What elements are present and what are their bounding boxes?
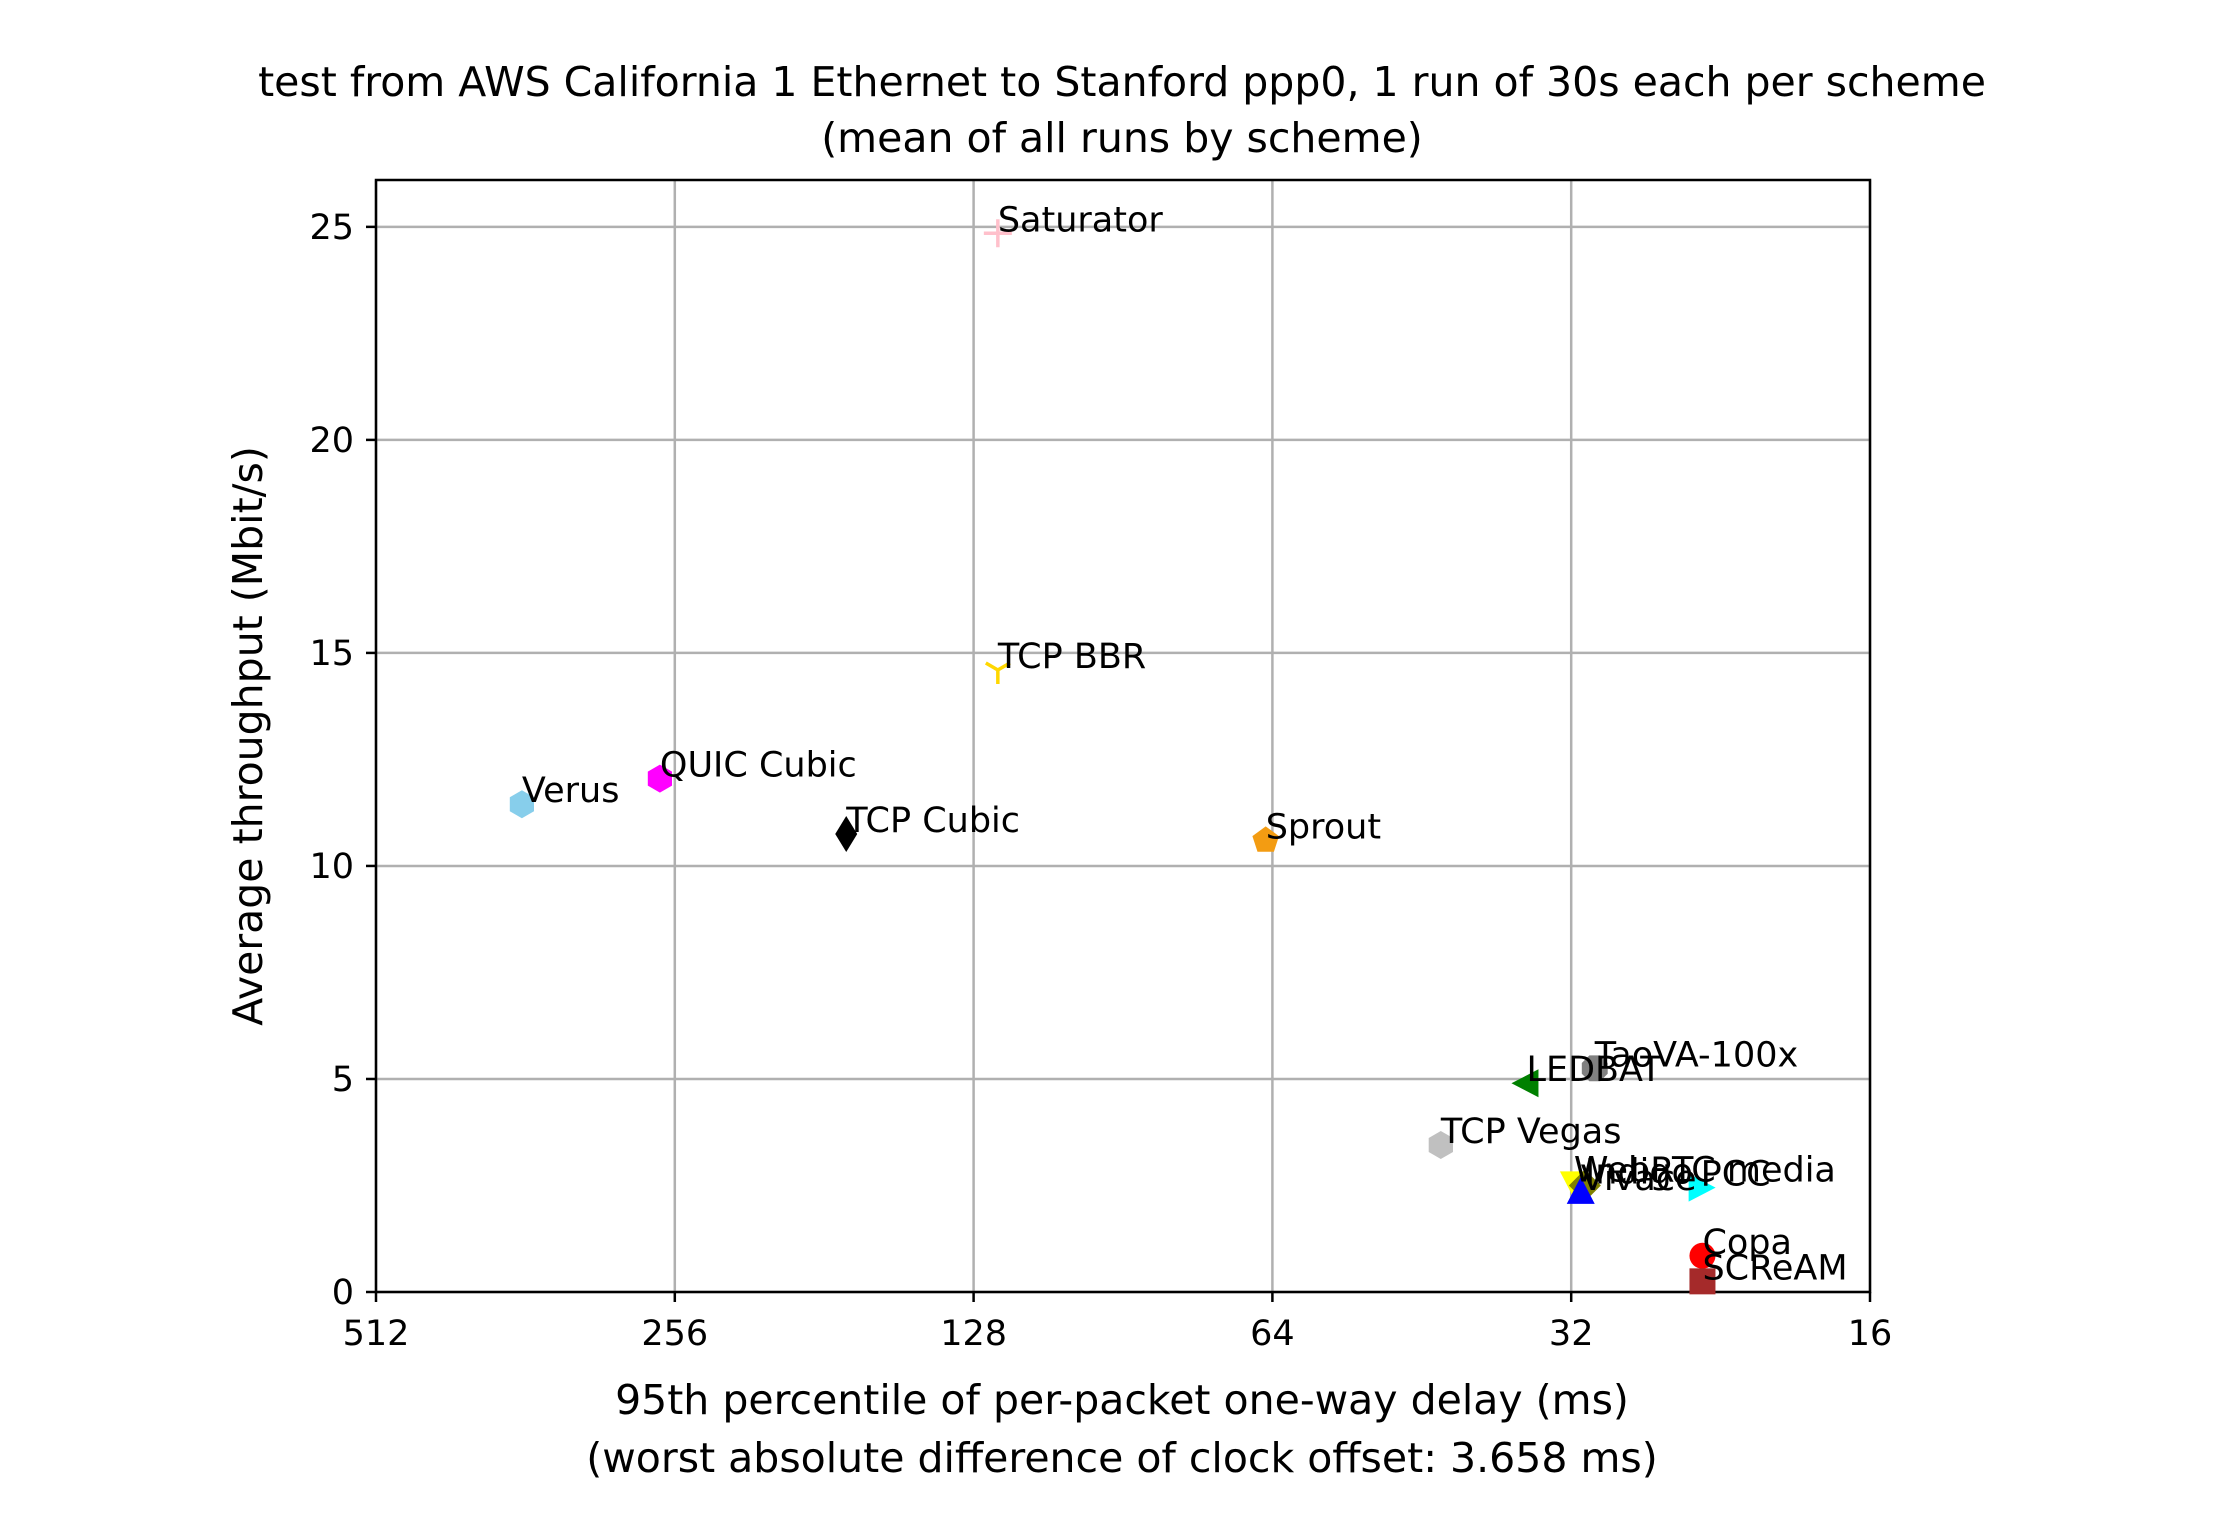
- point-copa: [1689, 1242, 1716, 1269]
- point-tcp-bbr: [984, 661, 1011, 684]
- x-tick-label-64: 64: [1250, 1314, 1295, 1354]
- x-tick-label-256: 256: [641, 1314, 708, 1354]
- point-tcp-vegas: [1428, 1131, 1453, 1159]
- data-points: [509, 219, 1716, 1295]
- label-saturator: Saturator: [998, 200, 1164, 240]
- label-copa: Copa: [1702, 1223, 1792, 1263]
- y-tick-label-15: 15: [309, 634, 354, 674]
- x-tick-label-128: 128: [940, 1314, 1007, 1354]
- chart-title: test from AWS California 1 Ethernet to S…: [258, 58, 1986, 106]
- point-taova-100x: [1581, 1055, 1608, 1082]
- point-saturator: [983, 219, 1012, 248]
- x-axis-sublabel: (worst absolute difference of clock offs…: [586, 1434, 1658, 1482]
- x-tick-label-512: 512: [343, 1314, 410, 1354]
- label-ledbat: LEDBAT: [1526, 1050, 1662, 1090]
- point-quic-cubic: [647, 764, 672, 793]
- y-axis-label: Average throughput (Mbit/s): [224, 446, 272, 1026]
- point-ledbat: [1511, 1069, 1539, 1098]
- label-indigo: Indigo: [1585, 1152, 1693, 1192]
- y-tick-label-20: 20: [309, 421, 354, 461]
- label-verus: Verus: [522, 771, 620, 811]
- label-tcp-cubic: TCP Cubic: [845, 801, 1020, 841]
- y-tick-label-5: 5: [332, 1060, 354, 1100]
- label-taova-100x: TaoVA-100x: [1594, 1035, 1798, 1075]
- point-vivace: [1566, 1176, 1595, 1204]
- label-scream: SCReAM: [1702, 1248, 1847, 1288]
- y-axis-ticks: 0 5 10 15 20 25: [309, 208, 376, 1313]
- point-pcc: [1688, 1173, 1716, 1202]
- label-quic-cubic: QUIC Cubic: [660, 746, 857, 786]
- point-tcp-cubic: [835, 815, 858, 852]
- data-point-labels: Saturator TCP BBR QUIC Cubic Verus TCP Cubic…: [522, 200, 1848, 1288]
- grid-lines: [374, 180, 1872, 1294]
- y-tick-label-25: 25: [309, 208, 354, 248]
- label-tcp-vegas: TCP Vegas: [1440, 1112, 1622, 1152]
- label-sprout: Sprout: [1266, 807, 1381, 847]
- y-tick-label-10: 10: [309, 847, 354, 887]
- plot-area-frame: [374, 178, 1872, 1294]
- label-pcc: PCC: [1701, 1155, 1771, 1195]
- point-sprout: [1252, 826, 1279, 852]
- y-tick-label-0: 0: [332, 1273, 354, 1313]
- point-scream: [1689, 1268, 1716, 1295]
- x-tick-label-16: 16: [1848, 1314, 1893, 1354]
- label-tcp-bbr: TCP BBR: [997, 637, 1146, 677]
- label-webrtc-media: WebRTC media: [1574, 1150, 1836, 1190]
- point-verus: [509, 790, 534, 819]
- x-axis-label: 95th percentile of per-packet one-way de…: [615, 1376, 1629, 1424]
- chart-subtitle: (mean of all runs by scheme): [821, 114, 1423, 162]
- label-vivace: Vivace: [1581, 1159, 1697, 1199]
- x-tick-label-32: 32: [1549, 1314, 1594, 1354]
- x-axis-ticks: 512 256 128 64 32 16: [343, 1292, 1893, 1354]
